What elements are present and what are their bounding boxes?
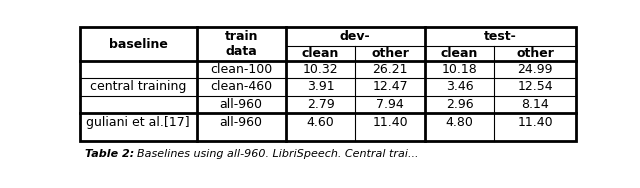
Text: clean: clean [302, 47, 339, 60]
Text: train
data: train data [225, 30, 258, 58]
Text: 8.14: 8.14 [521, 98, 549, 111]
Text: 11.40: 11.40 [517, 116, 553, 129]
Text: 4.60: 4.60 [307, 116, 335, 129]
Text: other: other [516, 47, 554, 60]
Text: 3.91: 3.91 [307, 80, 334, 93]
Text: guliani et al.[17]: guliani et al.[17] [86, 116, 190, 129]
Text: 10.18: 10.18 [442, 63, 477, 76]
Text: central training: central training [90, 80, 186, 93]
Text: 11.40: 11.40 [372, 116, 408, 129]
Text: 24.99: 24.99 [517, 63, 553, 76]
Text: clean-100: clean-100 [210, 63, 273, 76]
Text: Baselines using all-960. LibriSpeech. Central trai...: Baselines using all-960. LibriSpeech. Ce… [137, 149, 419, 159]
Text: test-: test- [484, 30, 516, 43]
Text: 2.79: 2.79 [307, 98, 335, 111]
Text: 3.46: 3.46 [445, 80, 473, 93]
Bar [80, 27, 576, 141]
Text: Table 2:: Table 2: [85, 149, 134, 159]
Text: 26.21: 26.21 [372, 63, 408, 76]
Text: all-960: all-960 [220, 116, 262, 129]
Text: clean-460: clean-460 [210, 80, 272, 93]
Text: 12.54: 12.54 [517, 80, 553, 93]
Text: 4.80: 4.80 [445, 116, 474, 129]
Text: baseline: baseline [109, 38, 168, 51]
Text: dev-: dev- [340, 30, 371, 43]
Text: all-960: all-960 [220, 98, 262, 111]
Text: 7.94: 7.94 [376, 98, 404, 111]
Text: 10.32: 10.32 [303, 63, 339, 76]
Text: clean: clean [441, 47, 478, 60]
Text: other: other [371, 47, 409, 60]
Text: 12.47: 12.47 [372, 80, 408, 93]
Text: 2.96: 2.96 [445, 98, 473, 111]
